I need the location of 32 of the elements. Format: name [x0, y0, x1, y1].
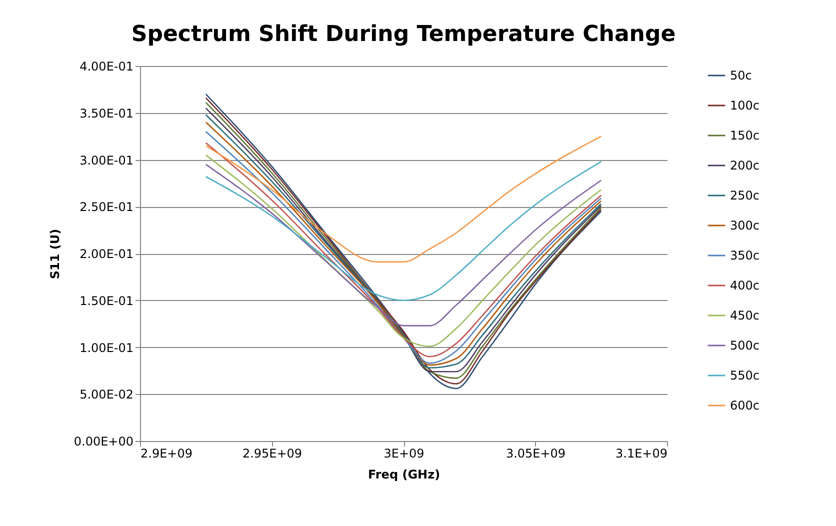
x-tick-label: 2.95E+09	[242, 446, 302, 460]
y-tick-label: 1.00E-01	[80, 340, 134, 355]
legend-label: 300c	[730, 218, 760, 232]
legend-label: 50c	[730, 68, 752, 82]
y-tick-label: 1.50E-01	[80, 294, 134, 308]
y-tick-label: 3.00E-01	[80, 153, 134, 168]
y-tick-label: 4.00E-01	[80, 60, 134, 74]
legend-label: 100c	[730, 98, 760, 112]
y-axis-title: S11 (U)	[48, 228, 62, 280]
y-tick-label: 2.00E-01	[80, 247, 134, 261]
line-series	[205, 136, 602, 263]
legend-label: 200c	[730, 158, 760, 172]
x-tick-label: 3.1E+09	[616, 446, 668, 460]
legend-label: 450c	[730, 308, 760, 322]
x-axis-title: Freq (GHz)	[368, 468, 440, 482]
x-tick-label: 2.9E+09	[140, 446, 192, 460]
legend-label: 150c	[730, 128, 760, 142]
legend-label: 550c	[730, 368, 760, 382]
chart-title: Spectrum Shift During Temperature Change	[131, 22, 676, 47]
legend-label: 250c	[730, 188, 760, 202]
line-series	[205, 164, 602, 326]
y-tick-label: 3.50E-01	[80, 106, 134, 120]
legend-label: 350c	[730, 248, 760, 262]
y-tick-label: 5.00E-02	[80, 388, 134, 402]
x-tick-label: 3.05E+09	[506, 446, 566, 460]
legend-label: 600c	[730, 398, 760, 412]
line-series	[205, 160, 602, 302]
y-tick-label: 2.50E-01	[80, 200, 134, 214]
legend-label: 400c	[730, 278, 760, 292]
legend-label: 500c	[730, 338, 760, 352]
x-tick-label: 3E+09	[384, 446, 424, 460]
y-tick-label: 0.00E+00	[74, 434, 134, 448]
